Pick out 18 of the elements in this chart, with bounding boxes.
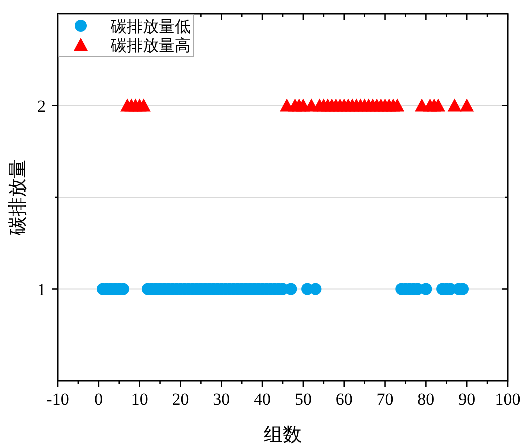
- y-tick-label: 1: [38, 280, 46, 300]
- x-axis-title: 组数: [264, 425, 302, 445]
- legend-label: 碳排放量低: [110, 18, 191, 36]
- x-tick-label: 80: [418, 390, 435, 409]
- legend-label: 碳排放量高: [110, 37, 191, 55]
- x-tick-label: 0: [94, 390, 104, 409]
- x-tick-label: 70: [376, 390, 394, 409]
- x-tick-label: 10: [131, 390, 148, 409]
- x-tick-label: 30: [213, 390, 230, 409]
- x-tick-label: 60: [336, 390, 353, 409]
- x-tick-label: 90: [458, 390, 476, 409]
- y-tick-label: 2: [38, 96, 46, 116]
- y-axis-title: 碳排放量: [8, 160, 29, 236]
- x-tick-label: 20: [172, 390, 190, 409]
- x-tick-label: 50: [294, 390, 312, 409]
- x-tick-label: 100: [495, 390, 521, 409]
- x-tick-label: -10: [46, 390, 70, 409]
- x-tick-label: 40: [254, 390, 272, 409]
